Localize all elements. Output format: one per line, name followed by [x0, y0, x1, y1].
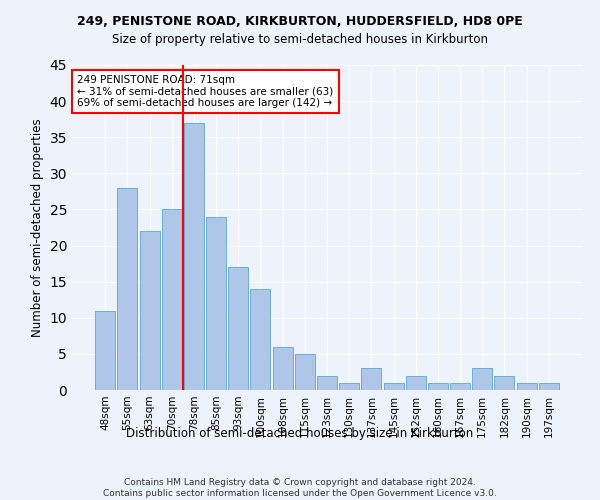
Bar: [228, 267, 248, 390]
Text: Distribution of semi-detached houses by size in Kirkburton: Distribution of semi-detached houses by …: [127, 428, 473, 440]
Bar: [517, 383, 536, 390]
Bar: [383, 383, 404, 390]
Text: Contains HM Land Registry data © Crown copyright and database right 2024.
Contai: Contains HM Land Registry data © Crown c…: [103, 478, 497, 498]
Bar: [317, 376, 337, 390]
Bar: [162, 210, 182, 390]
Bar: [472, 368, 492, 390]
Text: 249, PENISTONE ROAD, KIRKBURTON, HUDDERSFIELD, HD8 0PE: 249, PENISTONE ROAD, KIRKBURTON, HUDDERS…: [77, 15, 523, 28]
Bar: [361, 368, 382, 390]
Bar: [539, 383, 559, 390]
Bar: [140, 231, 160, 390]
Text: 249 PENISTONE ROAD: 71sqm
← 31% of semi-detached houses are smaller (63)
69% of : 249 PENISTONE ROAD: 71sqm ← 31% of semi-…: [77, 74, 334, 108]
Bar: [95, 310, 115, 390]
Bar: [406, 376, 426, 390]
Bar: [494, 376, 514, 390]
Y-axis label: Number of semi-detached properties: Number of semi-detached properties: [31, 118, 44, 337]
Bar: [295, 354, 315, 390]
Bar: [118, 188, 137, 390]
Bar: [339, 383, 359, 390]
Bar: [450, 383, 470, 390]
Bar: [428, 383, 448, 390]
Bar: [272, 346, 293, 390]
Text: Size of property relative to semi-detached houses in Kirkburton: Size of property relative to semi-detach…: [112, 32, 488, 46]
Bar: [184, 123, 204, 390]
Bar: [250, 289, 271, 390]
Bar: [206, 216, 226, 390]
